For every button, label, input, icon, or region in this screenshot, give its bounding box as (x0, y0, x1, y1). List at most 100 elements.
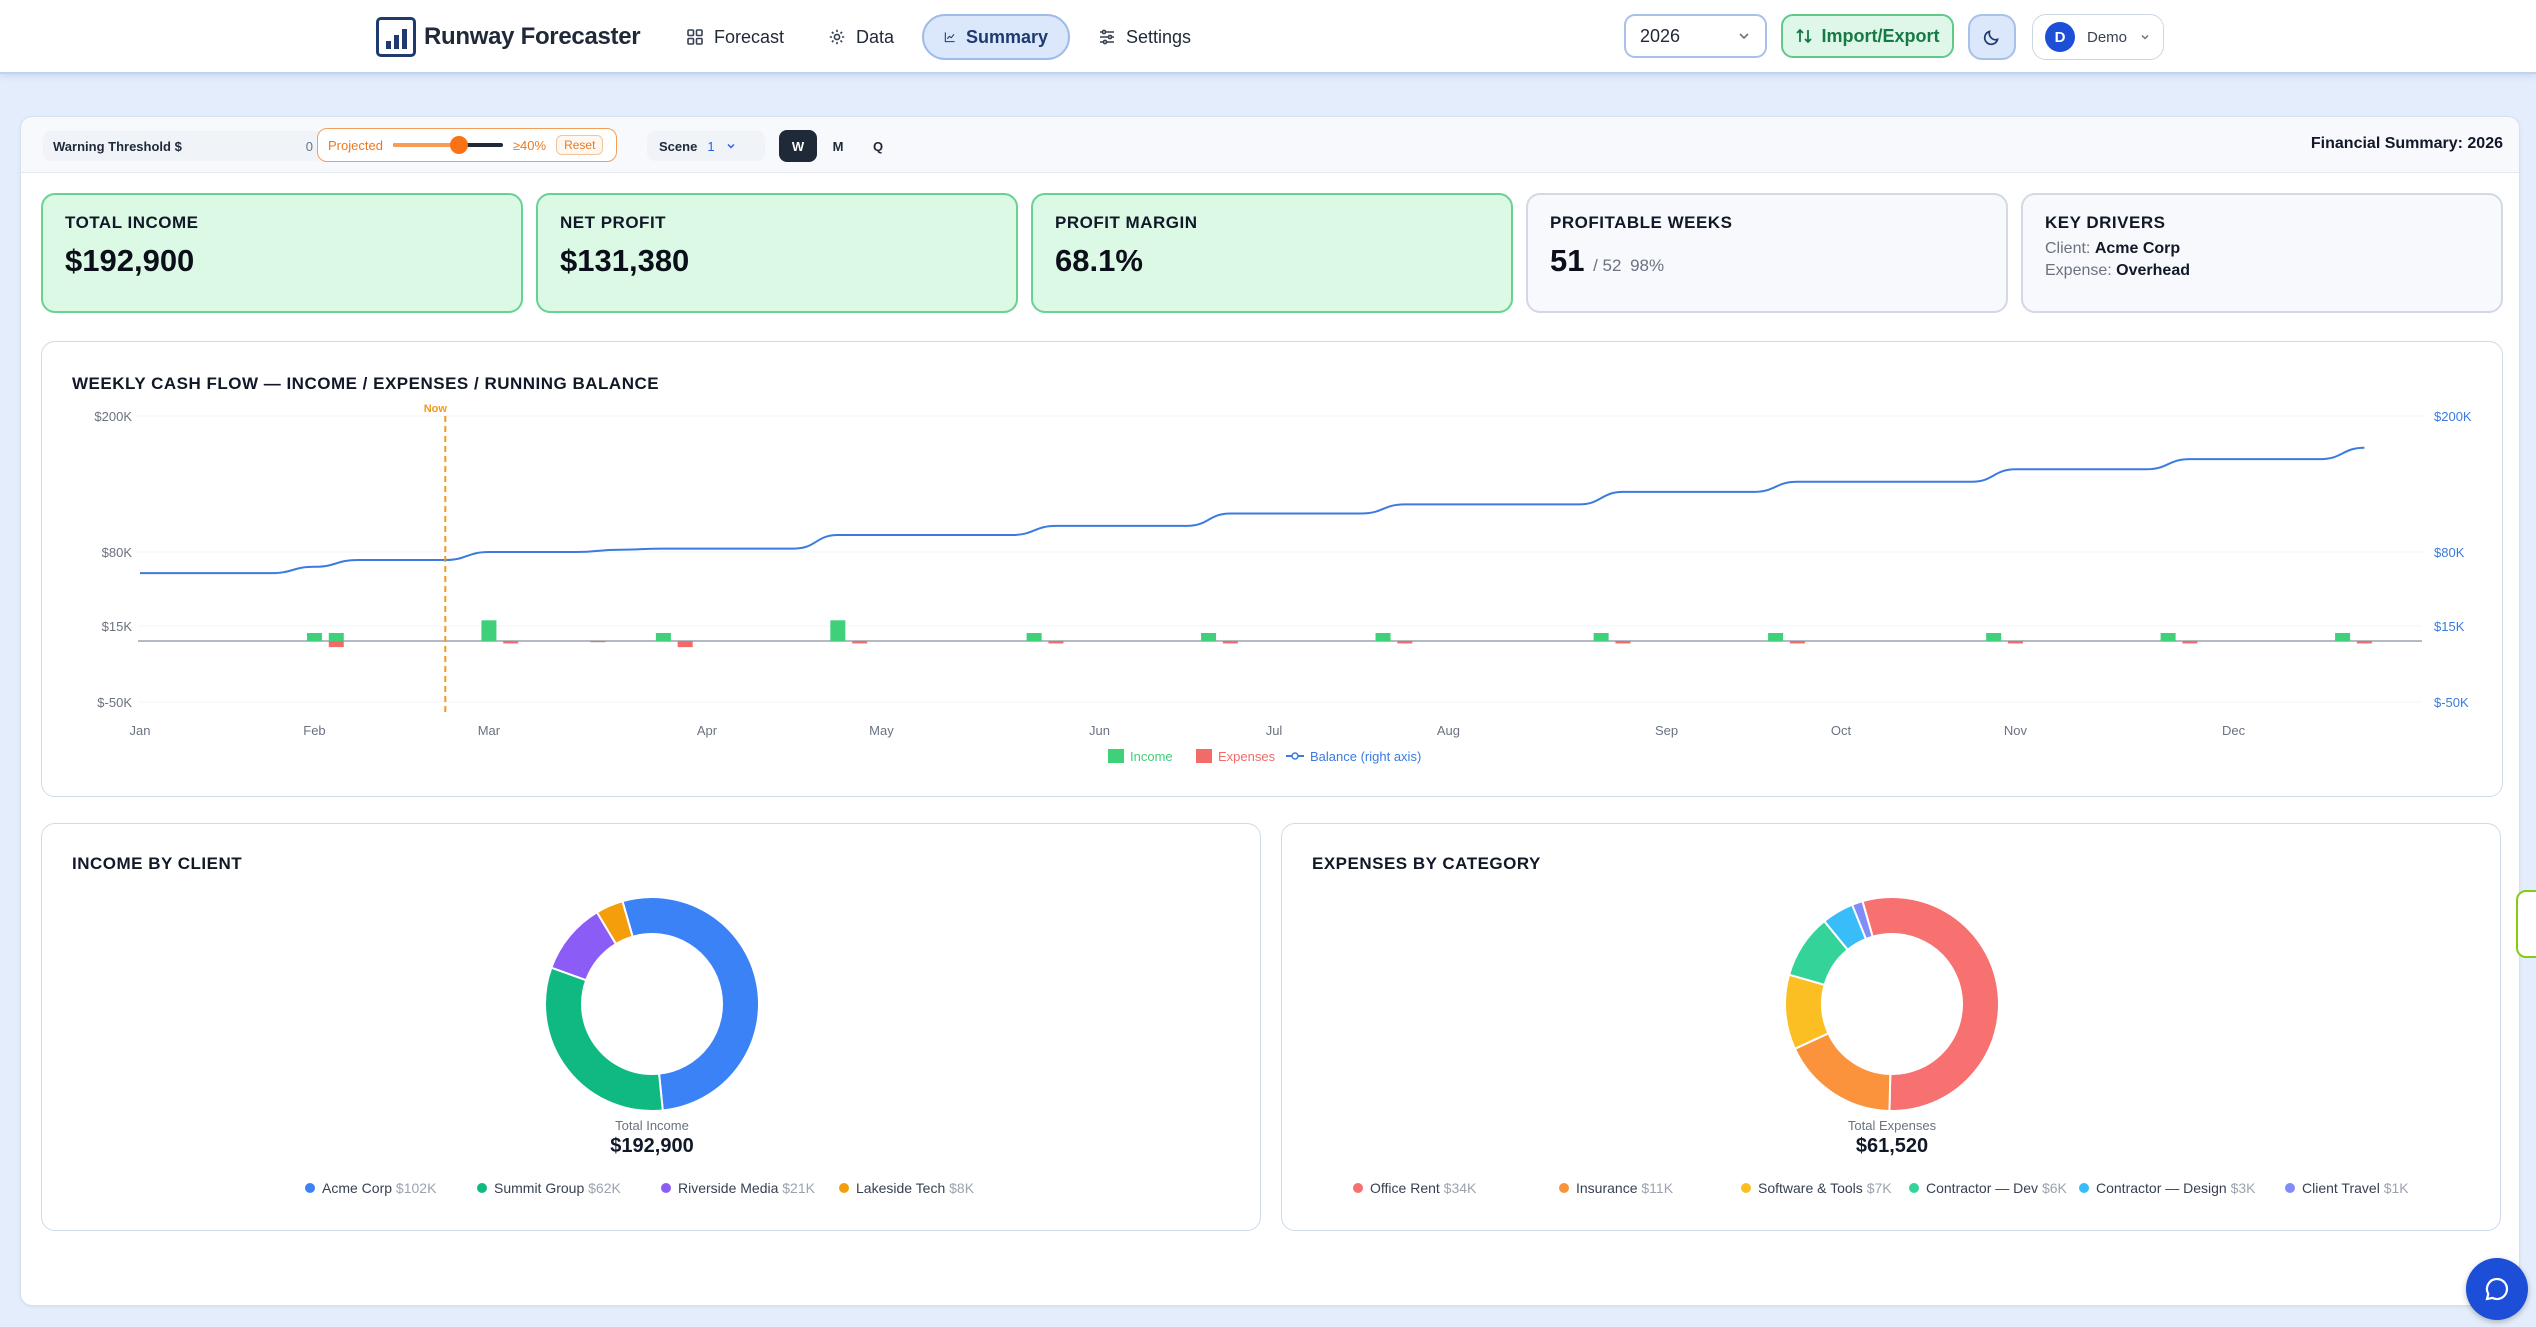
legend-value: $62K (588, 1180, 621, 1196)
donut-center-label: Total Expenses (1848, 1118, 1937, 1133)
balance-line (139, 446, 2365, 575)
legend-item: Office Rent $34K (1370, 1180, 1477, 1196)
granularity-month[interactable]: M (832, 138, 844, 154)
tab-forecast[interactable]: Forecast (666, 14, 804, 60)
legend-value: $6K (2042, 1180, 2068, 1196)
projected-slider-thumb[interactable] (449, 136, 468, 154)
warning-threshold-field[interactable]: Warning Threshold $ 0 (43, 131, 323, 161)
tab-data-label: Data (856, 26, 895, 47)
expense-bar (590, 641, 606, 643)
theme-toggle-button[interactable] (1968, 14, 2016, 60)
sliders-icon (1100, 29, 1114, 45)
kpi-total-income: TOTAL INCOME $192,900 (41, 193, 523, 313)
income-by-client-title: INCOME BY CLIENT (72, 854, 243, 873)
granularity-week[interactable]: W (779, 130, 817, 162)
user-menu[interactable]: D Demo (2032, 14, 2164, 60)
income-bar (830, 620, 846, 641)
import-export-button[interactable]: Import/Export (1781, 14, 1954, 58)
income-bar (2160, 633, 2176, 641)
kpi-label: KEY DRIVERS (2045, 213, 2166, 232)
legend-value: $11K (1641, 1180, 1673, 1196)
legend-value: $7K (1867, 1180, 1893, 1196)
x-tick-label: Apr (697, 723, 718, 738)
warning-threshold-value: 0 (305, 138, 313, 154)
year-value: 2026 (1640, 25, 1681, 46)
legend-item: Summit Group $62K (494, 1180, 621, 1196)
tab-settings-label: Settings (1126, 26, 1192, 47)
tab-data[interactable]: Data (808, 14, 914, 60)
scene-select[interactable]: Scene 1 (647, 131, 765, 161)
expense-bar (1222, 641, 1238, 644)
legend-dot (2079, 1183, 2089, 1193)
import-export-label: Import/Export (1821, 25, 1940, 46)
expense-bar (677, 641, 693, 648)
user-name: Demo (2087, 28, 2128, 46)
tab-settings[interactable]: Settings (1078, 14, 1211, 60)
expense-bar (1615, 641, 1631, 644)
legend-dot (477, 1183, 487, 1193)
legend-dot (661, 1183, 671, 1193)
kpi-net-profit: NET PROFIT $131,380 (536, 193, 1018, 313)
granularity-quarter[interactable]: Q (872, 138, 884, 154)
year-select[interactable]: 2026 (1624, 14, 1767, 58)
legend-point-swatch (1291, 752, 1299, 760)
legend-dot (1353, 1183, 1363, 1193)
x-tick-label: Jul (1266, 723, 1283, 738)
legend-dot (305, 1183, 315, 1193)
legend-name: Software & Tools (1758, 1180, 1867, 1196)
cash-flow-chart-card: WEEKLY CASH FLOW — INCOME / EXPENSES / R… (41, 341, 2503, 797)
profitable-weeks-pct: 98% (1630, 256, 1665, 275)
income-bar (1375, 633, 1391, 641)
legend-dot (1909, 1183, 1919, 1193)
key-driver-client-label: Client: (2045, 240, 2091, 257)
legend-value: $34K (1444, 1180, 1477, 1196)
income-by-client-card: INCOME BY CLIENT Total Income $192,900 Acm… (41, 823, 1261, 1231)
donut-center-value: $192,900 (610, 1135, 693, 1157)
legend-label: Expenses (1218, 749, 1276, 764)
chat-button[interactable] (2466, 1258, 2528, 1320)
swap-arrows-icon (1796, 28, 1813, 44)
income-bar (1986, 633, 2002, 641)
income-donut-chart: Total Income $192,900 Acme Corp $102K Summi… (305, 896, 975, 1196)
kpi-label: PROFITABLE WEEKS (1550, 213, 1733, 232)
reset-button[interactable]: Reset (556, 135, 604, 155)
key-driver-expense-label: Expense: (2045, 262, 2112, 279)
legend-name: Lakeside Tech (856, 1180, 949, 1196)
x-tick-label: Nov (2004, 723, 2028, 738)
expense-bar (1048, 641, 1064, 644)
kpi-label: TOTAL INCOME (65, 213, 199, 232)
x-tick-label: Oct (1831, 723, 1852, 738)
legend-item: Riverside Media $21K (678, 1180, 816, 1196)
kpi-value: 51 / 52 98% (1550, 243, 1984, 279)
legend-item: Acme Corp $102K (322, 1180, 437, 1196)
legend-item: Contractor — Dev $6K (1926, 1180, 2068, 1196)
projected-percent: ≥40% (512, 137, 547, 153)
expense-bar (2182, 641, 2198, 644)
expense-bar (2356, 641, 2372, 644)
projected-label: Projected (328, 137, 383, 153)
projected-slider[interactable] (392, 136, 503, 154)
side-widget[interactable] (2516, 890, 2536, 958)
app-logo[interactable]: Runway Forecaster (376, 16, 641, 58)
legend-name: Riverside Media (678, 1180, 782, 1196)
key-driver-expense: Expense: Overhead (2045, 262, 2479, 280)
legend-name: Contractor — Design (2096, 1180, 2231, 1196)
warning-threshold-label: Warning Threshold $ (53, 138, 182, 154)
legend-name: Acme Corp (322, 1180, 396, 1196)
legend-value: $1K (2384, 1180, 2410, 1196)
kpi-value: $131,380 (560, 243, 690, 278)
now-marker-label: Now (424, 403, 448, 415)
legend-name: Office Rent (1370, 1180, 1444, 1196)
legend-dot (839, 1183, 849, 1193)
tab-summary[interactable]: Summary (922, 14, 1070, 60)
y-tick-label-right: $15K (2434, 619, 2465, 634)
legend-value: $102K (396, 1180, 437, 1196)
key-driver-client-value: Acme Corp (2094, 240, 2181, 257)
expenses-by-category-card: EXPENSES BY CATEGORY Total Expenses $61,5… (1281, 823, 2501, 1231)
legend-name: Client Travel (2302, 1180, 2384, 1196)
legend-label: Income (1130, 749, 1173, 764)
donut-slice (544, 966, 664, 1112)
y-tick-label-right: $-50K (2434, 695, 2469, 710)
x-tick-label: Aug (1437, 723, 1460, 738)
legend-dot (1741, 1183, 1751, 1193)
